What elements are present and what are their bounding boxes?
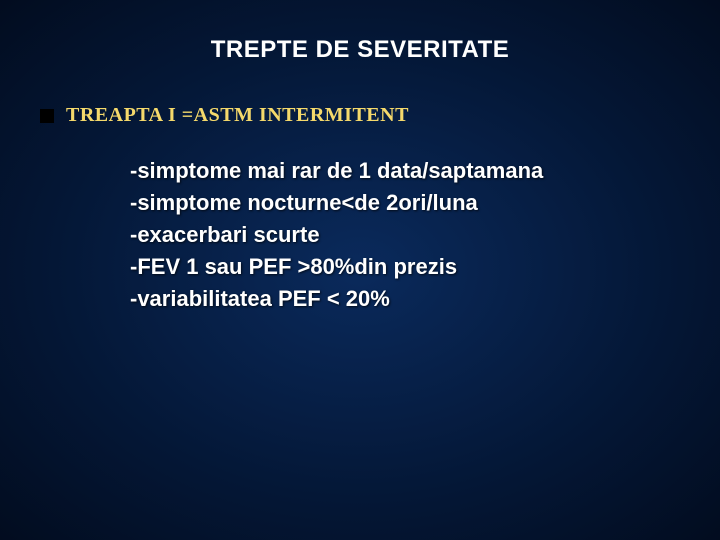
bullet-row: TREAPTA I =ASTM INTERMITENT: [40, 104, 680, 127]
content-line: -variabilitatea PEF < 20%: [130, 283, 680, 315]
content-line: -simptome nocturne<de 2ori/luna: [130, 187, 680, 219]
content-line: -exacerbari scurte: [130, 219, 680, 251]
content-block: -simptome mai rar de 1 data/saptamana -s…: [130, 155, 680, 314]
slide-container: TREPTE DE SEVERITATE TREAPTA I =ASTM INT…: [0, 0, 720, 540]
bullet-label: TREAPTA I =ASTM INTERMITENT: [66, 104, 409, 127]
slide-title: TREPTE DE SEVERITATE: [40, 36, 680, 64]
content-line: -FEV 1 sau PEF >80%din prezis: [130, 251, 680, 283]
content-line: -simptome mai rar de 1 data/saptamana: [130, 155, 680, 187]
square-bullet-icon: [40, 109, 54, 123]
